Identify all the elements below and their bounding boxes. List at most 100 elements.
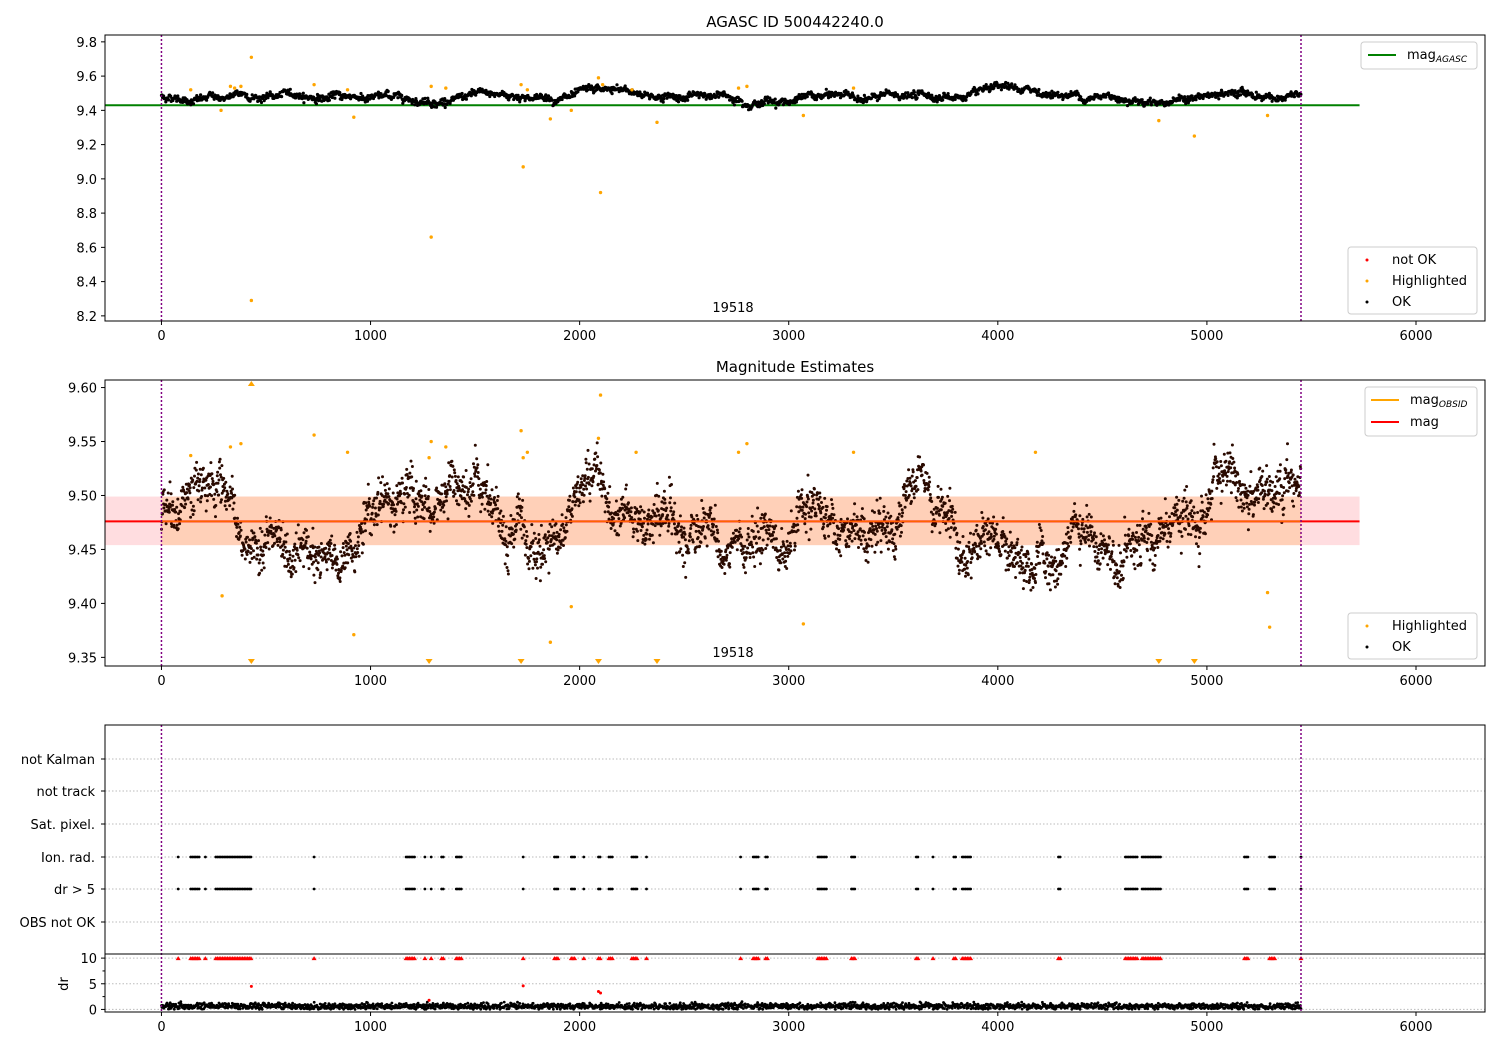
ok-point xyxy=(218,457,222,461)
ok-point xyxy=(471,482,475,486)
ok-point xyxy=(549,538,553,541)
ok-point xyxy=(945,513,949,517)
ok-point xyxy=(573,94,577,98)
ok-point xyxy=(455,482,459,486)
ok-point xyxy=(806,473,810,477)
ok-point xyxy=(511,532,515,536)
ok-point xyxy=(294,570,298,574)
x-tick-label: 3000 xyxy=(772,329,805,344)
ok-point xyxy=(1046,564,1050,568)
ok-point xyxy=(624,487,628,491)
ok-point xyxy=(369,517,373,521)
ok-point xyxy=(664,509,668,513)
ok-point xyxy=(428,510,432,513)
ok-point xyxy=(882,505,886,509)
ok-point xyxy=(870,522,874,526)
ok-point xyxy=(531,566,535,570)
ok-point xyxy=(544,538,548,542)
ok-point xyxy=(737,537,741,541)
ok-point xyxy=(420,494,424,498)
ok-point xyxy=(1074,513,1078,517)
ok-point xyxy=(578,501,582,505)
ok-point xyxy=(851,525,855,528)
ok-point xyxy=(973,550,977,554)
ok-point xyxy=(565,529,569,533)
ok-point xyxy=(878,511,882,515)
ok-point xyxy=(316,561,320,565)
ok-point xyxy=(486,509,490,513)
ok-point xyxy=(679,528,683,532)
ok-point xyxy=(1065,556,1069,560)
ok-point xyxy=(386,492,390,496)
ok-point xyxy=(445,492,449,496)
ok-point xyxy=(643,516,646,520)
ok-point xyxy=(903,505,907,509)
ok-point xyxy=(477,477,481,481)
ok-point xyxy=(890,528,894,532)
ok-point xyxy=(883,531,887,535)
ok-point xyxy=(219,500,223,504)
ok-point xyxy=(195,94,199,98)
ok-point xyxy=(746,546,750,550)
ok-point xyxy=(692,522,696,526)
ok-point xyxy=(794,100,799,104)
ok-point xyxy=(964,98,968,102)
ok-point xyxy=(1153,554,1157,557)
ok-point xyxy=(328,551,332,555)
ok-point xyxy=(464,97,468,101)
ok-point xyxy=(1127,534,1131,538)
ok-point xyxy=(891,549,895,553)
ok-point xyxy=(1005,556,1009,560)
ok-point xyxy=(287,550,291,553)
ok-point xyxy=(370,533,373,537)
ok-point xyxy=(899,504,903,507)
ok-point xyxy=(806,497,810,501)
ok-point xyxy=(413,505,416,509)
ok-point xyxy=(938,531,942,535)
ok-point xyxy=(610,92,614,96)
ok-point xyxy=(764,528,768,532)
ok-point xyxy=(981,516,985,520)
ok-point xyxy=(526,562,530,566)
ok-point xyxy=(1112,575,1116,579)
ok-point xyxy=(584,457,588,461)
ok-point xyxy=(171,500,175,504)
ok-point xyxy=(919,469,923,473)
y-tick-label: 9.2 xyxy=(76,139,97,154)
ok-point xyxy=(698,544,702,548)
ok-point xyxy=(1088,544,1091,548)
legend-ok-label: OK xyxy=(1392,295,1411,310)
ok-point xyxy=(735,548,739,552)
ok-point xyxy=(311,526,315,530)
ok-point xyxy=(493,496,496,499)
panel1-legend-bottom: not OK Highlighted OK xyxy=(1347,246,1478,315)
ok-point xyxy=(414,521,418,525)
ok-point xyxy=(334,568,338,572)
ok-point xyxy=(661,513,665,517)
ok-point xyxy=(302,101,306,105)
ok-point xyxy=(194,468,198,472)
ok-point xyxy=(248,538,252,542)
panel2-title: Magnitude Estimates xyxy=(716,358,874,376)
ok-point xyxy=(293,542,297,546)
ok-point xyxy=(355,530,359,534)
ok-point xyxy=(231,507,235,511)
ok-point xyxy=(491,521,495,525)
ok-point xyxy=(448,488,452,492)
ok-point xyxy=(585,467,589,471)
ok-point xyxy=(432,515,436,519)
highlighted-point xyxy=(1157,118,1161,123)
ok-point xyxy=(327,98,331,102)
ok-point xyxy=(335,562,339,566)
ok-point xyxy=(812,487,816,491)
ok-point xyxy=(969,531,972,535)
ok-point xyxy=(997,544,1000,548)
ok-point xyxy=(679,547,683,551)
ok-point xyxy=(577,498,581,502)
ok-point xyxy=(237,531,241,534)
ok-point xyxy=(667,522,671,525)
ok-point xyxy=(262,553,265,557)
ok-point xyxy=(510,542,514,546)
ok-point xyxy=(477,483,480,487)
ok-point xyxy=(773,97,777,101)
